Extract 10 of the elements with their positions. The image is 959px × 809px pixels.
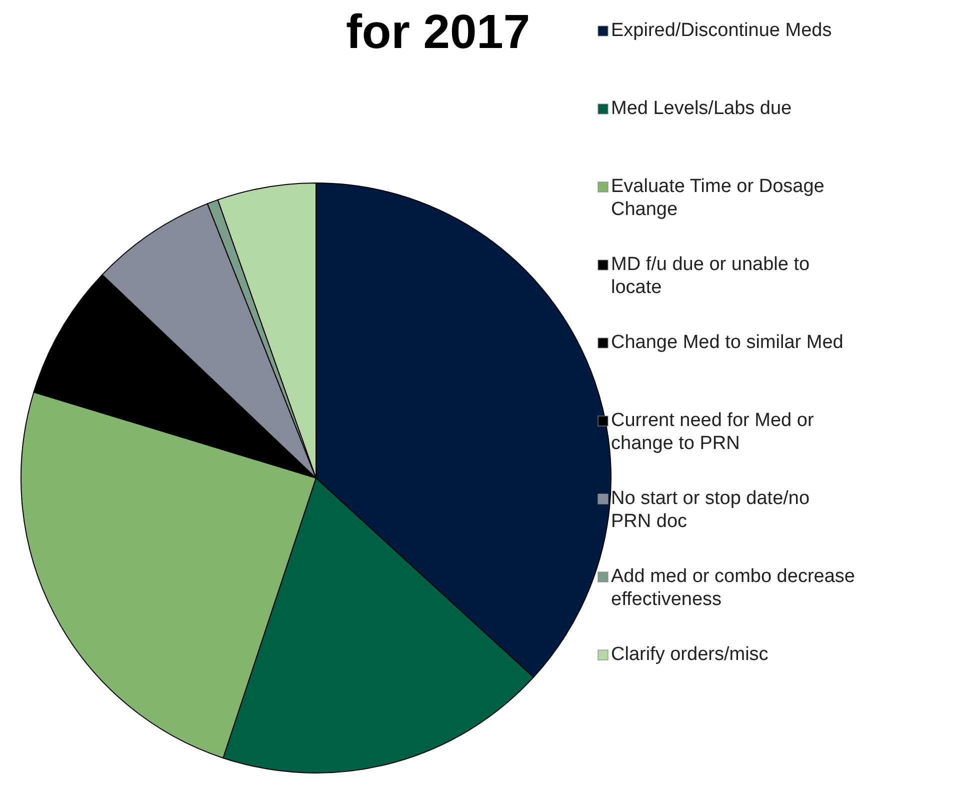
- legend-label: Add med or combo decrease effectiveness: [611, 566, 855, 610]
- legend-label: No start or stop date/no PRN doc: [611, 488, 810, 532]
- legend-label: Current need for Med or change to PRN: [611, 410, 814, 454]
- legend-label: Change Med to similar Med: [611, 332, 844, 353]
- legend-label: MD f/u due or unable to locate: [611, 254, 810, 298]
- legend-label: Med Levels/Labs due: [611, 98, 792, 119]
- legend-label: Clarify orders/misc: [611, 644, 768, 665]
- legend-label: Expired/Discontinue Meds: [611, 20, 832, 41]
- chart-title: for 2017: [346, 6, 530, 59]
- legend-label: Evaluate Time or Dosage Change: [611, 176, 824, 220]
